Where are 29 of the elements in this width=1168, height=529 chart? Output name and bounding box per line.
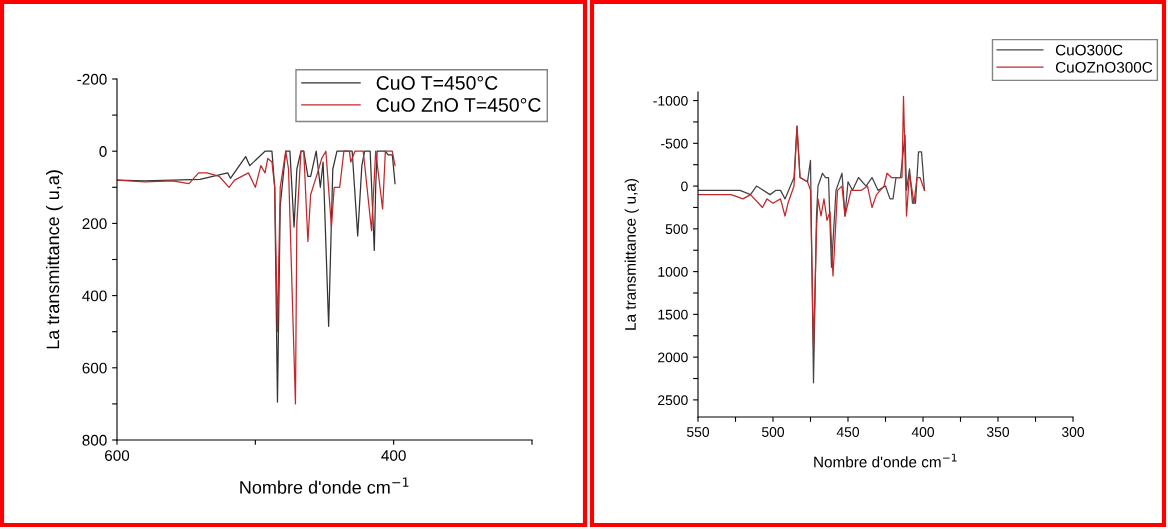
x-tick-label: 450 <box>836 427 860 437</box>
y-tick-label: 2500 <box>658 395 688 406</box>
x-tick-label: 550 <box>686 427 710 437</box>
y-tick-label: 2000 <box>658 352 688 363</box>
y-tick-label: 800 <box>82 434 107 446</box>
x-tick-label: 400 <box>911 427 935 437</box>
x-tick-label: 500 <box>761 427 785 437</box>
y-tick-label: 1500 <box>658 309 688 320</box>
y-tick-label: -200 <box>77 73 107 85</box>
line-series <box>698 95 926 350</box>
legend-label: CuO T=450°C <box>376 76 498 90</box>
y-tick-label: 400 <box>82 290 107 302</box>
x-tick-label: 350 <box>986 427 1010 437</box>
y-axis-title: La transmittance ( u,a) <box>624 179 639 330</box>
y-tick-label: 1000 <box>658 266 688 277</box>
y-tick-label: 500 <box>665 224 688 235</box>
x-axis-title: Nombre d'onde cm$^{−1}$ <box>240 477 409 494</box>
legend-label: CuO ZnO T=450°C <box>376 98 541 112</box>
y-tick-label: 200 <box>82 218 107 230</box>
y-tick-label: 0 <box>681 181 688 192</box>
legend-label: CuOZnO300C <box>1055 61 1153 73</box>
y-tick-label: 600 <box>82 362 107 374</box>
y-tick-label: 0 <box>99 146 107 157</box>
legend-label: CuO300C <box>1055 44 1123 56</box>
y-tick-label: -500 <box>661 138 688 149</box>
x-tick-label: 300 <box>1061 427 1085 437</box>
x-axis-title: Nombre d'onde cm$^{−1}$ <box>814 453 957 468</box>
y-axis-title: La transmittance ( u,a) <box>45 170 63 349</box>
y-tick-label: -1000 <box>653 95 688 106</box>
